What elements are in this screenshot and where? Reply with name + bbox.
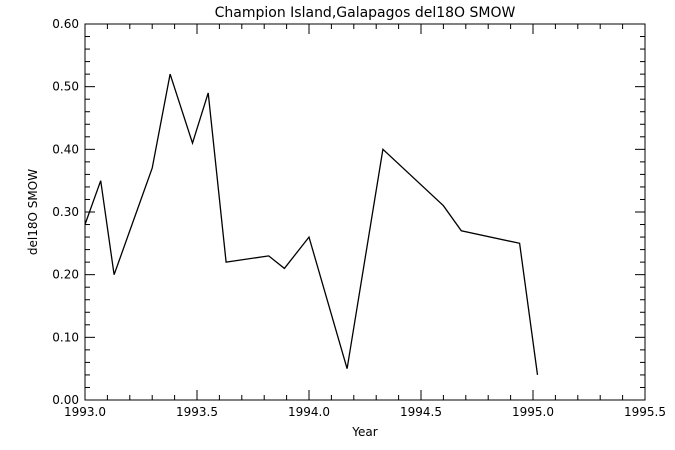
y-tick-label: 0.00 xyxy=(52,393,79,407)
x-tick-label: 1995.5 xyxy=(624,405,666,419)
x-tick-label: 1994.5 xyxy=(400,405,442,419)
y-tick-label: 0.20 xyxy=(52,268,79,282)
x-tick-label: 1993.0 xyxy=(64,405,106,419)
y-tick-label: 0.60 xyxy=(52,17,79,31)
y-axis-title: del18O SMOW xyxy=(26,169,40,255)
series-layer xyxy=(84,73,539,375)
x-tick-label: 1994.0 xyxy=(288,405,330,419)
plot-frame xyxy=(84,23,646,401)
y-tick-label: 0.10 xyxy=(52,330,79,344)
y-tick-label: 0.30 xyxy=(52,205,79,219)
series-line xyxy=(84,73,539,375)
y-axis-ticks: 0.00 0.10 0.20 0.30 0.40 0.50 0.60 xyxy=(52,17,645,407)
y-tick-label: 0.40 xyxy=(52,142,79,156)
x-axis-title: Year xyxy=(351,425,377,439)
x-axis-ticks: 1993.0 1993.5 1994.0 1994.5 1995.0 1995.5 xyxy=(64,24,666,419)
chart-title: Champion Island,Galapagos del18O SMOW xyxy=(215,5,516,21)
x-tick-label: 1995.0 xyxy=(512,405,554,419)
x-tick-label: 1993.5 xyxy=(176,405,218,419)
y-tick-label: 0.50 xyxy=(52,80,79,94)
